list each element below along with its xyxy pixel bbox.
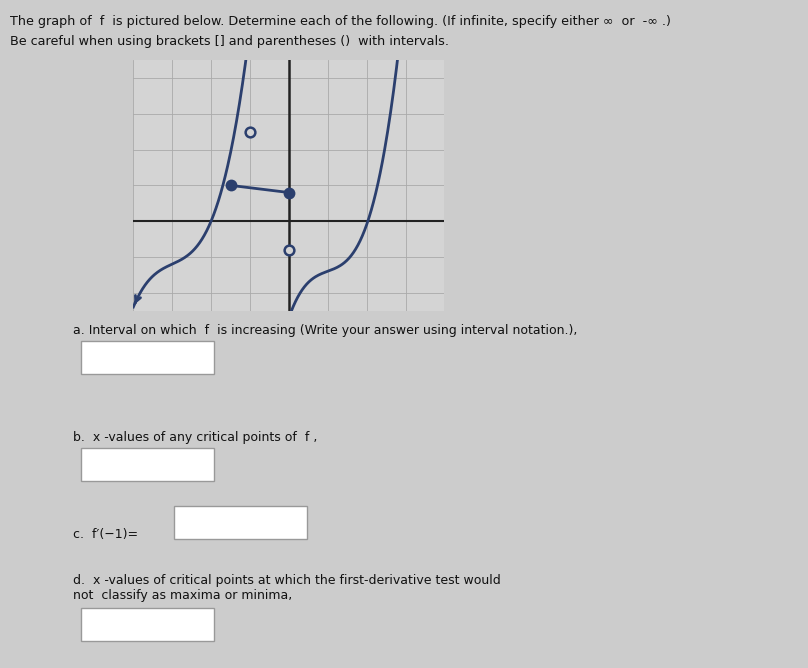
Text: a. Interval on which  f  is increasing (Write your answer using interval notatio: a. Interval on which f is increasing (Wr… [73, 324, 577, 337]
Text: Be careful when using brackets [] and parentheses ()  with intervals.: Be careful when using brackets [] and pa… [10, 35, 448, 47]
Text: not  classify as maxima or minima,: not classify as maxima or minima, [73, 589, 292, 602]
Text: d.  x -values of critical points at which the first-derivative test would: d. x -values of critical points at which… [73, 574, 504, 587]
Text: c.  f′(−1)=: c. f′(−1)= [73, 528, 138, 540]
Text: The graph of  f  is pictured below. Determine each of the following. (If infinit: The graph of f is pictured below. Determ… [10, 15, 671, 27]
Text: d.  x -values of critical points at which the first-derivative test would: d. x -values of critical points at which… [73, 574, 504, 587]
Text: b.  x -values of any critical points of  f ,: b. x -values of any critical points of f… [73, 431, 317, 444]
